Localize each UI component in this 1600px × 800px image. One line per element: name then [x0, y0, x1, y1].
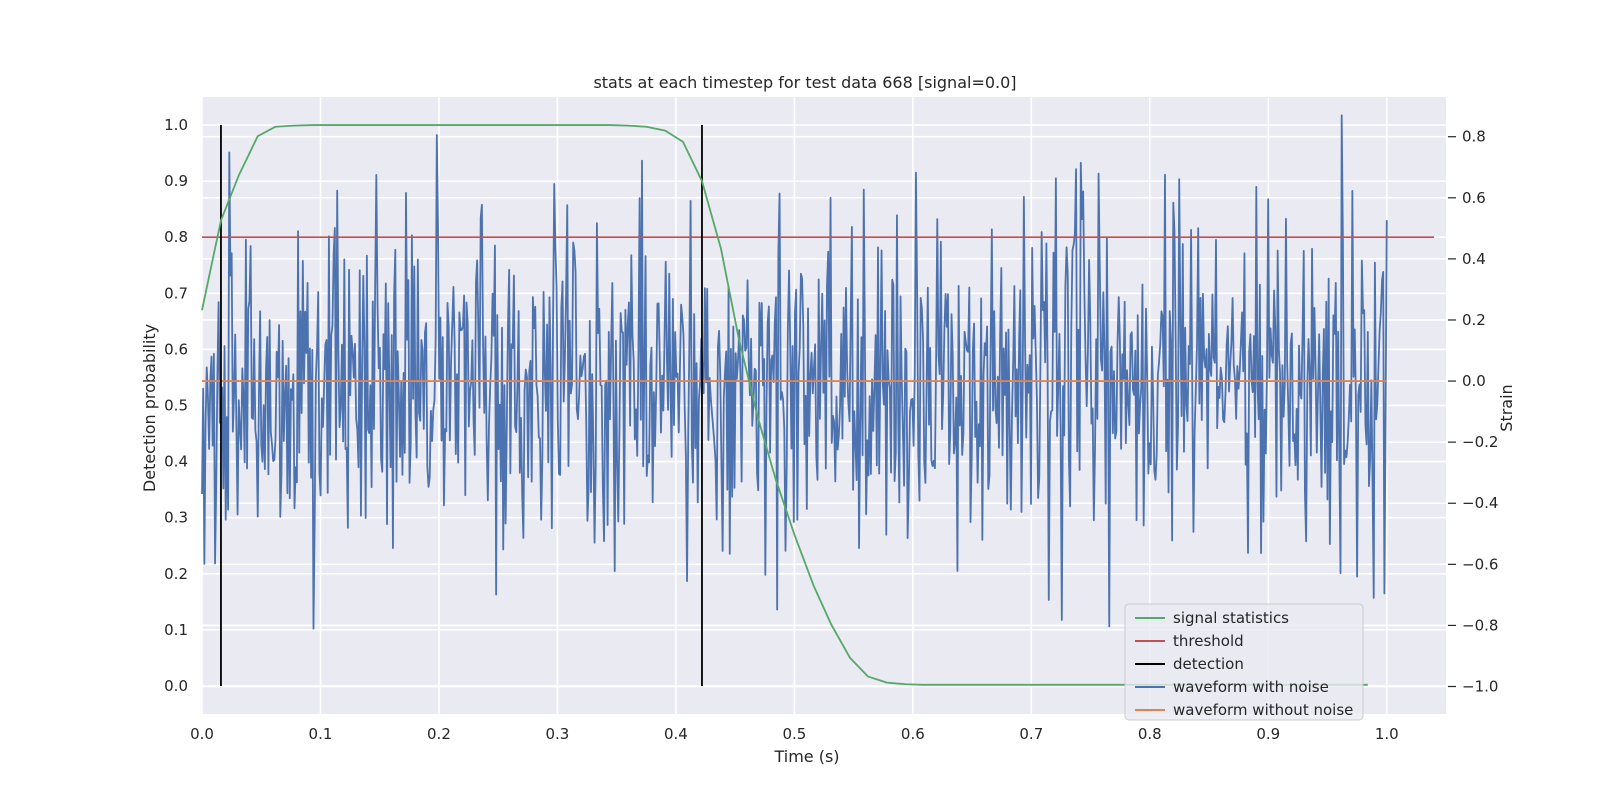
y-tick-label-right: −0.6 — [1462, 555, 1498, 573]
y-tick-label-right: 0.2 — [1462, 311, 1486, 329]
x-tick-label: 0.8 — [1138, 725, 1162, 743]
y-tick-label-right: −0.8 — [1462, 616, 1498, 634]
y-tick-label-left: 0.0 — [164, 677, 188, 695]
y-tick-label-left: 0.7 — [164, 284, 188, 302]
series-waveform-with-noise — [201, 114, 1388, 630]
x-tick-label: 0.3 — [545, 725, 569, 743]
y-axis-left-label: Detection probability — [140, 324, 159, 492]
x-tick-label: 0.0 — [190, 725, 214, 743]
legend-label: signal statistics — [1173, 609, 1289, 627]
x-tick-label: 0.6 — [901, 725, 925, 743]
y-tick-label-right: 0.6 — [1462, 189, 1486, 207]
x-tick-label: 0.7 — [1019, 725, 1043, 743]
x-tick-label: 0.1 — [309, 725, 333, 743]
y-tick-label-right: 0.4 — [1462, 250, 1486, 268]
x-tick-label: 1.0 — [1375, 725, 1399, 743]
legend-label: threshold — [1173, 632, 1244, 650]
y-axis-right-label: Strain — [1497, 384, 1516, 431]
y-tick-label-left: 0.5 — [164, 397, 188, 415]
series-signal-statistics — [201, 124, 1368, 686]
legend-box — [1124, 603, 1364, 721]
y-tick-label-left: 0.6 — [164, 340, 188, 358]
y-tick-label-left: 0.9 — [164, 172, 188, 190]
y-tick-label-right: 0.8 — [1462, 128, 1486, 146]
y-tick-label-left: 0.3 — [164, 509, 188, 527]
series-layer — [201, 114, 1435, 686]
x-axis-ticks: 0.0 0.1 0.2 0.3 0.4 0.5 0.6 0.7 0.8 0.9 1.0 — [190, 725, 1399, 743]
legend: signal statistics threshold detection wavef… — [1124, 603, 1364, 721]
y-tick-label-right: −0.4 — [1462, 494, 1498, 512]
y-tick-label-left: 0.2 — [164, 565, 188, 583]
y-tick-label-right: −1.0 — [1462, 678, 1498, 696]
y-tick-label-left: 0.1 — [164, 621, 188, 639]
x-tick-label: 0.4 — [664, 725, 688, 743]
x-tick-label: 0.9 — [1256, 725, 1280, 743]
y-tick-label-left: 1.0 — [164, 116, 188, 134]
x-tick-label: 0.2 — [427, 725, 451, 743]
y-axis-right-ticks: −1.0 −0.8 −0.6 −0.4 −0.2 0.0 0.2 0.4 0.6 0.8 — [1448, 128, 1498, 696]
legend-label: waveform with noise — [1173, 678, 1329, 696]
legend-label: detection — [1173, 655, 1244, 673]
y-tick-label-right: −0.2 — [1462, 433, 1498, 451]
y-axis-left-ticks: 0.0 0.1 0.2 0.3 0.4 0.5 0.6 0.7 0.8 0.9 1.0 — [164, 116, 188, 695]
y-tick-label-right: 0.0 — [1462, 372, 1486, 390]
legend-label: waveform without noise — [1173, 701, 1353, 719]
x-tick-label: 0.5 — [782, 725, 806, 743]
chart-title: stats at each timestep for test data 668… — [593, 73, 1016, 92]
x-axis-label: Time (s) — [773, 747, 839, 766]
y-tick-label-left: 0.4 — [164, 453, 188, 471]
y-tick-label-left: 0.8 — [164, 228, 188, 246]
